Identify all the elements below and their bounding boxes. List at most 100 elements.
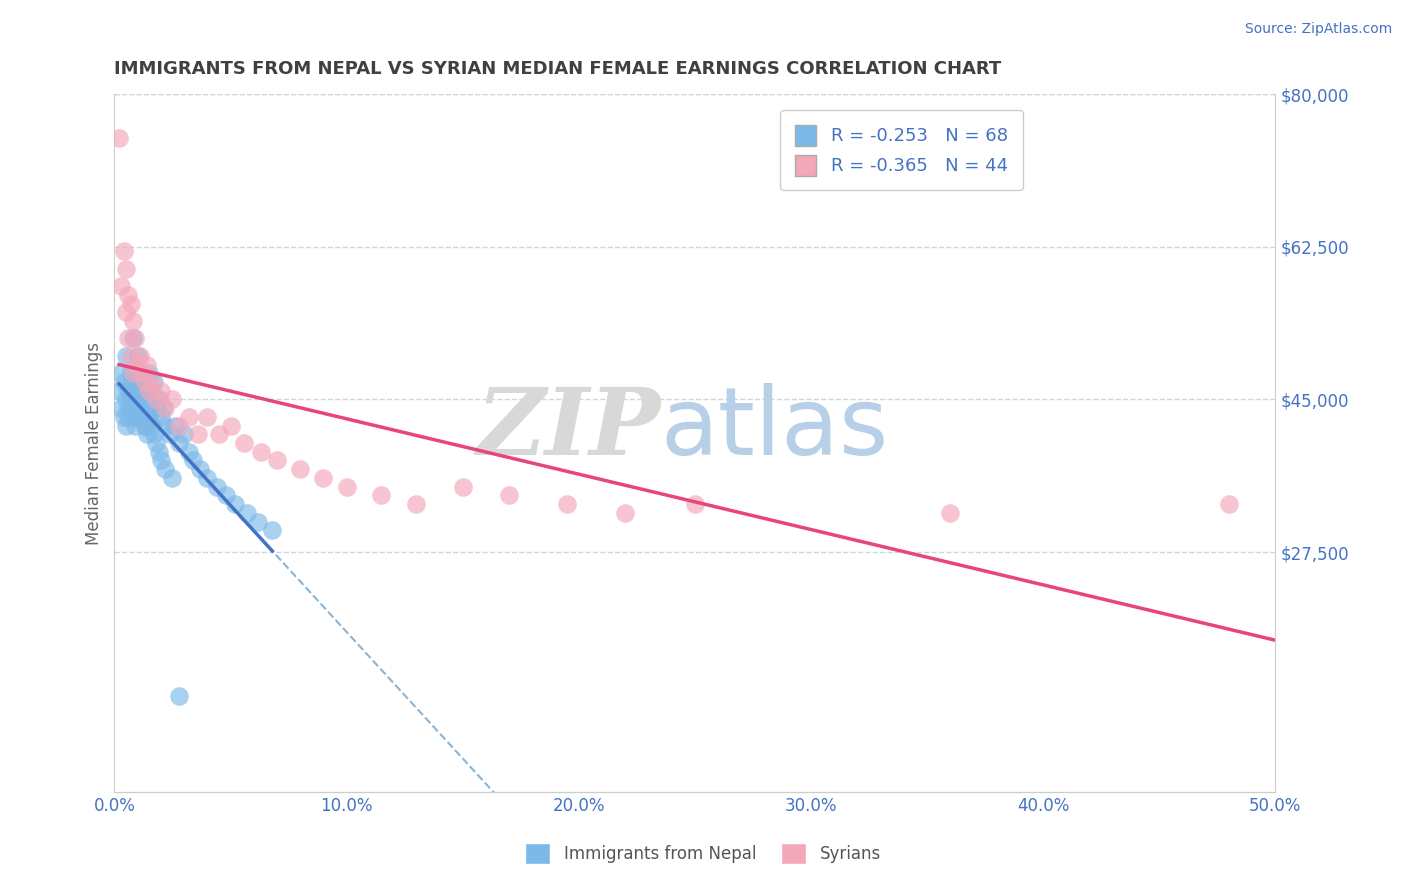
Point [115, 305, 138, 319]
Point [127, 358, 149, 372]
Point [129, 401, 152, 416]
Point [219, 418, 242, 433]
Point [939, 506, 962, 520]
Point [135, 427, 157, 442]
Point [141, 418, 163, 433]
Point [1218, 497, 1240, 511]
Point [162, 471, 184, 485]
Point [129, 409, 152, 424]
Point [169, 436, 191, 450]
Point [117, 288, 139, 302]
Point [498, 488, 520, 502]
Point [177, 444, 200, 458]
Point [129, 349, 152, 363]
Point [149, 384, 172, 398]
Point [224, 497, 246, 511]
Point [142, 375, 165, 389]
Point [236, 506, 259, 520]
Point [148, 392, 170, 407]
Point [155, 418, 177, 433]
Text: ZIP: ZIP [475, 384, 659, 475]
Point [266, 453, 288, 467]
Point [120, 367, 142, 381]
Point [247, 515, 270, 529]
Text: IMMIGRANTS FROM NEPAL VS SYRIAN MEDIAN FEMALE EARNINGS CORRELATION CHART: IMMIGRANTS FROM NEPAL VS SYRIAN MEDIAN F… [114, 60, 1001, 78]
Point [614, 506, 637, 520]
Point [152, 401, 174, 416]
Point [131, 392, 153, 407]
Point [124, 375, 146, 389]
Point [124, 392, 146, 407]
Point [120, 296, 142, 310]
Point [122, 314, 145, 328]
Legend: Immigrants from Nepal, Syrians: Immigrants from Nepal, Syrians [519, 837, 887, 871]
Point [163, 418, 186, 433]
Point [131, 375, 153, 389]
Text: Source: ZipAtlas.com: Source: ZipAtlas.com [1244, 22, 1392, 37]
Point [127, 349, 149, 363]
Point [145, 392, 167, 407]
Point [149, 409, 172, 424]
Point [117, 331, 139, 345]
Point [141, 375, 163, 389]
Point [215, 488, 238, 502]
Point [162, 392, 184, 407]
Point [131, 409, 153, 424]
Point [117, 409, 139, 424]
Point [124, 418, 146, 433]
Point [195, 471, 218, 485]
Point [370, 488, 392, 502]
Point [120, 392, 142, 407]
Point [233, 436, 256, 450]
Point [169, 689, 191, 703]
Point [149, 453, 172, 467]
Point [159, 427, 181, 442]
Point [112, 409, 135, 424]
Point [138, 409, 160, 424]
Point [124, 331, 146, 345]
Point [169, 418, 191, 433]
Point [141, 384, 163, 398]
Point [120, 375, 142, 389]
Point [138, 384, 160, 398]
Point [135, 358, 157, 372]
Point [134, 384, 156, 398]
Point [112, 244, 135, 259]
Point [127, 409, 149, 424]
Point [108, 384, 131, 398]
Point [115, 349, 138, 363]
Point [122, 401, 145, 416]
Point [451, 480, 474, 494]
Point [115, 418, 138, 433]
Point [135, 392, 157, 407]
Point [173, 427, 195, 442]
Point [288, 462, 311, 476]
Point [122, 331, 145, 345]
Point [138, 409, 160, 424]
Point [555, 497, 578, 511]
Point [195, 409, 218, 424]
Point [155, 462, 177, 476]
Point [148, 444, 170, 458]
Point [112, 375, 135, 389]
Point [110, 401, 132, 416]
Point [127, 401, 149, 416]
Point [110, 279, 132, 293]
Point [145, 436, 167, 450]
Point [122, 367, 145, 381]
Point [249, 444, 271, 458]
Point [188, 462, 211, 476]
Point [187, 427, 209, 442]
Point [135, 401, 157, 416]
Point [122, 409, 145, 424]
Point [683, 497, 706, 511]
Point [262, 523, 284, 537]
Point [115, 392, 138, 407]
Point [129, 367, 152, 381]
Point [145, 401, 167, 416]
Point [405, 497, 427, 511]
Point [134, 418, 156, 433]
Point [155, 401, 177, 416]
Point [312, 471, 335, 485]
Point [177, 409, 200, 424]
